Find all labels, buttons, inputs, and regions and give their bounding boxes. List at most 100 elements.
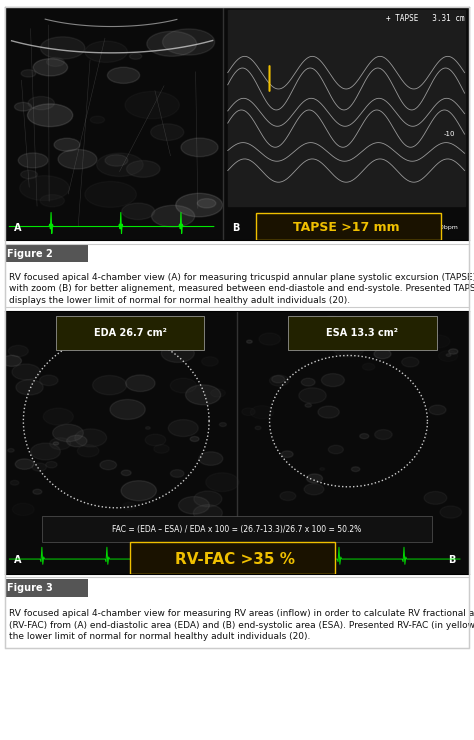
Circle shape — [97, 153, 143, 176]
FancyBboxPatch shape — [130, 542, 335, 574]
FancyBboxPatch shape — [5, 579, 88, 597]
Circle shape — [53, 424, 83, 442]
Circle shape — [21, 70, 36, 77]
Circle shape — [272, 375, 285, 383]
Circle shape — [15, 102, 32, 111]
Circle shape — [242, 408, 255, 415]
Circle shape — [121, 470, 131, 476]
Circle shape — [246, 340, 252, 343]
Circle shape — [197, 198, 216, 208]
Circle shape — [132, 333, 145, 340]
Circle shape — [255, 426, 261, 430]
Circle shape — [363, 363, 375, 370]
Circle shape — [85, 181, 137, 207]
Circle shape — [259, 333, 281, 345]
Circle shape — [406, 535, 414, 539]
Circle shape — [10, 480, 19, 485]
Circle shape — [2, 355, 21, 366]
Circle shape — [383, 337, 396, 344]
Circle shape — [280, 491, 296, 500]
Circle shape — [39, 375, 58, 386]
Circle shape — [351, 467, 360, 471]
Circle shape — [16, 380, 43, 395]
Circle shape — [18, 153, 48, 168]
Circle shape — [8, 346, 28, 357]
Circle shape — [181, 526, 212, 543]
Circle shape — [129, 329, 152, 341]
Text: -10: -10 — [444, 130, 456, 137]
Circle shape — [307, 474, 322, 483]
Circle shape — [428, 335, 450, 348]
Text: B: B — [448, 555, 456, 565]
Circle shape — [333, 527, 358, 542]
FancyBboxPatch shape — [5, 246, 88, 262]
Circle shape — [446, 354, 451, 357]
Text: Figure 3: Figure 3 — [7, 582, 53, 593]
Circle shape — [319, 323, 334, 331]
Circle shape — [205, 534, 212, 537]
Circle shape — [110, 400, 145, 420]
Circle shape — [304, 484, 324, 495]
Circle shape — [31, 443, 61, 460]
Circle shape — [190, 437, 199, 442]
Circle shape — [27, 104, 73, 127]
Circle shape — [374, 349, 391, 359]
Circle shape — [151, 124, 184, 141]
Circle shape — [194, 491, 222, 507]
Circle shape — [122, 203, 155, 220]
Circle shape — [154, 445, 169, 453]
FancyBboxPatch shape — [42, 516, 432, 542]
Circle shape — [199, 452, 223, 465]
Circle shape — [429, 405, 446, 414]
Circle shape — [127, 161, 160, 178]
Circle shape — [146, 427, 150, 429]
Text: B: B — [232, 223, 240, 233]
Circle shape — [168, 420, 198, 437]
Text: FAC = (EDA – ESA) / EDA x 100 = (26.7-13.3)/26.7 x 100 = 50.2%: FAC = (EDA – ESA) / EDA x 100 = (26.7-13… — [112, 525, 362, 534]
Circle shape — [377, 533, 388, 539]
Circle shape — [92, 375, 127, 394]
Circle shape — [129, 53, 142, 59]
Circle shape — [438, 351, 457, 361]
Circle shape — [219, 423, 227, 426]
Circle shape — [12, 503, 34, 516]
Circle shape — [176, 193, 223, 217]
Circle shape — [66, 435, 87, 447]
Circle shape — [170, 378, 196, 393]
Circle shape — [320, 468, 325, 471]
Circle shape — [178, 528, 194, 536]
Text: + TAPSE   3.31 cm: + TAPSE 3.31 cm — [386, 14, 465, 24]
Circle shape — [170, 470, 184, 477]
Text: ESA 13.3 cm²: ESA 13.3 cm² — [327, 328, 399, 338]
Circle shape — [270, 375, 289, 386]
Circle shape — [185, 385, 221, 405]
Circle shape — [250, 406, 273, 419]
Circle shape — [282, 451, 293, 457]
FancyBboxPatch shape — [288, 316, 437, 350]
Circle shape — [21, 170, 37, 179]
Circle shape — [77, 445, 99, 457]
Circle shape — [122, 502, 137, 510]
Circle shape — [33, 489, 42, 494]
Circle shape — [299, 388, 326, 403]
Circle shape — [40, 37, 85, 59]
Circle shape — [440, 506, 462, 518]
Circle shape — [53, 442, 59, 445]
Circle shape — [161, 344, 194, 363]
Text: 60bpm: 60bpm — [437, 225, 459, 230]
Circle shape — [32, 463, 46, 471]
Circle shape — [163, 29, 215, 55]
Circle shape — [147, 31, 197, 56]
Circle shape — [54, 138, 80, 151]
Circle shape — [321, 374, 345, 386]
Circle shape — [15, 459, 34, 469]
Text: RV-FAC >35 %: RV-FAC >35 % — [175, 551, 295, 567]
Circle shape — [75, 429, 107, 447]
Circle shape — [333, 340, 365, 357]
Circle shape — [108, 67, 140, 84]
Text: EDA 26.7 cm²: EDA 26.7 cm² — [94, 328, 166, 338]
Circle shape — [448, 349, 458, 354]
Circle shape — [75, 518, 109, 537]
Circle shape — [85, 41, 128, 62]
Circle shape — [33, 58, 68, 76]
